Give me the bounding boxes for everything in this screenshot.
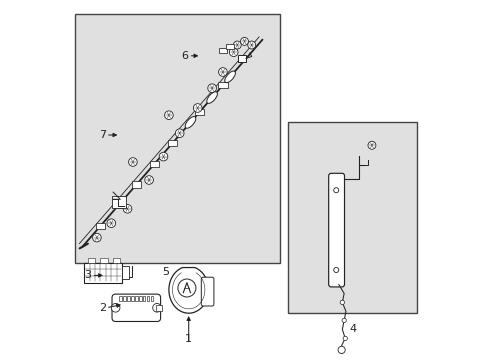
Circle shape	[233, 41, 241, 49]
Text: 7: 7	[99, 130, 106, 140]
Bar	[219, 48, 227, 53]
Circle shape	[247, 41, 255, 49]
Bar	[101, 258, 107, 263]
Bar	[88, 258, 95, 263]
Bar	[135, 296, 137, 301]
Circle shape	[159, 152, 167, 161]
Bar	[96, 222, 105, 229]
Text: 2: 2	[99, 303, 106, 313]
Bar	[113, 258, 120, 263]
Ellipse shape	[224, 71, 235, 83]
Circle shape	[107, 219, 115, 228]
Circle shape	[207, 84, 216, 93]
Bar	[156, 305, 162, 311]
Bar	[139, 296, 141, 301]
Bar	[114, 202, 123, 208]
Circle shape	[128, 158, 137, 166]
Bar	[238, 55, 245, 62]
Text: 6: 6	[182, 51, 188, 61]
Bar	[122, 266, 128, 279]
Circle shape	[333, 267, 338, 273]
Bar	[123, 296, 125, 301]
Text: 5: 5	[162, 267, 168, 277]
Circle shape	[333, 188, 338, 193]
Bar	[84, 263, 122, 283]
Circle shape	[92, 233, 101, 242]
Polygon shape	[168, 267, 208, 313]
Text: 1: 1	[185, 334, 192, 344]
FancyBboxPatch shape	[201, 277, 213, 306]
Circle shape	[111, 303, 120, 312]
Bar	[112, 196, 125, 207]
Bar	[167, 140, 177, 146]
Ellipse shape	[206, 92, 217, 103]
Bar	[287, 122, 416, 313]
FancyBboxPatch shape	[328, 173, 344, 287]
Circle shape	[175, 129, 183, 138]
Circle shape	[240, 37, 248, 45]
Circle shape	[193, 104, 202, 112]
Circle shape	[337, 346, 345, 354]
Circle shape	[178, 279, 196, 297]
Circle shape	[218, 68, 227, 76]
FancyBboxPatch shape	[112, 294, 160, 321]
Bar	[75, 14, 280, 263]
Circle shape	[341, 318, 346, 323]
Bar	[226, 44, 234, 49]
Ellipse shape	[185, 117, 195, 128]
Circle shape	[144, 176, 153, 184]
Bar	[151, 296, 153, 301]
Bar	[131, 296, 133, 301]
Bar	[142, 296, 145, 301]
Bar	[149, 161, 159, 167]
Bar	[146, 296, 149, 301]
Circle shape	[343, 336, 346, 341]
Bar	[119, 296, 122, 301]
Bar	[127, 296, 129, 301]
Circle shape	[123, 204, 132, 213]
Bar	[194, 109, 204, 115]
Circle shape	[152, 303, 161, 312]
Text: 4: 4	[348, 324, 355, 334]
Circle shape	[340, 300, 344, 305]
Circle shape	[367, 141, 375, 149]
Circle shape	[164, 111, 173, 120]
Text: 3: 3	[84, 270, 91, 280]
Bar	[132, 181, 141, 188]
Circle shape	[229, 48, 238, 57]
Bar	[218, 82, 227, 88]
